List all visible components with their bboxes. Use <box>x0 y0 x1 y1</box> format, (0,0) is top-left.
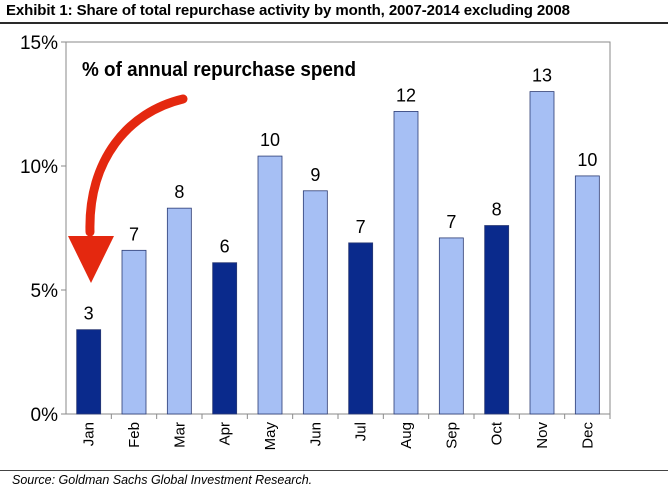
bar-may <box>257 155 283 415</box>
y-tick-label: 0% <box>31 405 59 426</box>
bar-oct <box>484 225 510 415</box>
annotation-text: % of annual repurchase spend <box>82 59 356 81</box>
source-note: Source: Goldman Sachs Global Investment … <box>12 473 313 487</box>
source-divider <box>0 470 668 471</box>
x-tick-label-feb: Feb <box>126 422 143 448</box>
x-tick-label-nov: Nov <box>534 422 551 449</box>
title-divider <box>0 22 668 24</box>
x-tick-label-jul: Jul <box>353 422 370 441</box>
x-tick-label-jan: Jan <box>81 422 98 446</box>
y-tick-label: 15% <box>20 33 58 54</box>
x-tick-label-apr: Apr <box>217 422 234 445</box>
data-label-nov: 13 <box>532 66 552 86</box>
bar-aug <box>393 111 419 415</box>
bar-apr <box>212 262 238 415</box>
x-tick-label-mar: Mar <box>171 422 188 448</box>
bar-feb <box>121 249 147 415</box>
data-label-oct: 8 <box>492 200 502 220</box>
data-label-mar: 8 <box>174 182 184 202</box>
bar-jan <box>76 329 102 415</box>
bar-dec <box>574 175 600 415</box>
chart-title: Exhibit 1: Share of total repurchase act… <box>6 2 570 19</box>
x-tick-label-aug: Aug <box>398 422 415 449</box>
x-tick-label-jun: Jun <box>307 422 324 446</box>
bar-jun <box>302 190 328 415</box>
x-tick-label-dec: Dec <box>579 422 596 449</box>
bar-sep <box>438 237 464 415</box>
bar-mar <box>166 207 192 415</box>
data-label-apr: 6 <box>220 237 230 257</box>
data-label-aug: 12 <box>396 85 416 105</box>
y-tick-label: 10% <box>20 157 58 178</box>
y-tick-label: 5% <box>31 281 59 302</box>
bar-nov <box>529 91 555 415</box>
x-tick-label-sep: Sep <box>443 422 460 449</box>
data-label-jan: 3 <box>84 304 94 324</box>
data-label-feb: 7 <box>129 224 139 244</box>
x-tick-label-may: May <box>262 422 279 451</box>
arrow-shaft <box>85 94 188 237</box>
data-label-jul: 7 <box>356 217 366 237</box>
data-label-sep: 7 <box>446 212 456 232</box>
bar-jul <box>348 242 374 415</box>
x-tick-label-oct: Oct <box>489 421 506 445</box>
data-label-may: 10 <box>260 130 280 150</box>
data-label-jun: 9 <box>310 165 320 185</box>
plot-frame <box>65 41 611 415</box>
data-label-dec: 10 <box>577 150 597 170</box>
arrow-head <box>68 236 114 283</box>
